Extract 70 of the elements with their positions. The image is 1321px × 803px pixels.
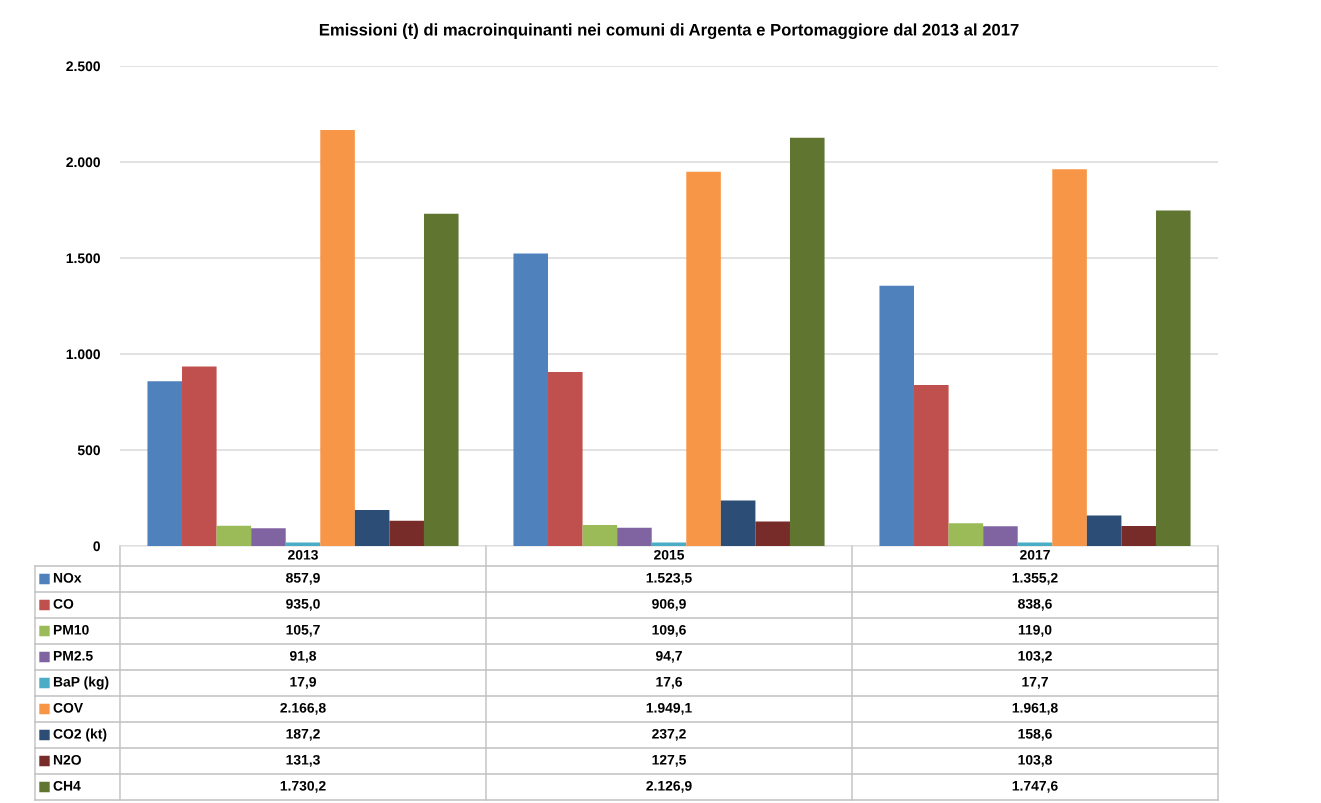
- data-label: 187,2: [286, 728, 320, 741]
- data-label: 1.747,6: [1012, 780, 1058, 793]
- data-label: 1.523,5: [646, 572, 692, 585]
- bar: [789, 137, 825, 546]
- bar: [1086, 515, 1122, 546]
- y-tick-label: 1.000: [66, 349, 100, 360]
- data-label: 109,6: [652, 624, 686, 637]
- legend-label: COV: [53, 702, 83, 713]
- data-label: 1.961,8: [1012, 702, 1058, 715]
- bar: [1052, 169, 1087, 546]
- bar: [983, 526, 1018, 546]
- bar: [548, 371, 583, 546]
- data-label: 906,9: [652, 598, 686, 611]
- y-tick-label: 2.500: [66, 61, 100, 72]
- y-tick-label: 1.500: [66, 253, 100, 264]
- legend-label: NOx: [53, 572, 82, 583]
- bar: [513, 253, 549, 546]
- bar: [686, 171, 721, 546]
- data-label: 838,6: [1018, 598, 1052, 611]
- data-label: 2.166,8: [280, 702, 326, 715]
- data-label: 91,8: [289, 650, 317, 663]
- chart-title: Emissioni (t) di macroinquinanti nei comuni di Argenta e Portomaggiore dal 2013 al 2017: [319, 23, 1019, 39]
- y-tick-label: 0: [93, 541, 100, 552]
- data-label: 94,7: [655, 650, 682, 663]
- legend-label: CH4: [53, 780, 81, 791]
- data-label: 1.355,2: [1012, 572, 1058, 585]
- data-label: 131,3: [286, 754, 320, 767]
- bar: [216, 525, 252, 546]
- bar: [755, 521, 790, 546]
- data-label: 2.126,9: [646, 780, 692, 793]
- data-label: 119,0: [1018, 624, 1052, 637]
- y-tick-label: 500: [77, 445, 100, 456]
- bar: [423, 213, 459, 546]
- bar: [251, 528, 286, 546]
- data-label: 103,2: [1018, 650, 1052, 663]
- bar: [147, 381, 183, 546]
- bar: [1155, 210, 1191, 546]
- bar: [914, 384, 949, 546]
- data-label: 158,6: [1018, 728, 1052, 741]
- bar: [582, 524, 618, 546]
- data-label: 857,9: [286, 572, 320, 585]
- data-label: 1.949,1: [646, 702, 692, 715]
- data-label: 103,8: [1018, 754, 1052, 767]
- legend-label: CO2 (kt): [53, 728, 107, 742]
- data-label: 127,5: [652, 754, 686, 767]
- bar: [182, 366, 217, 546]
- y-tick-label: 2.000: [66, 157, 100, 168]
- bar: [354, 510, 390, 546]
- legend-label: N2O: [53, 754, 81, 765]
- data-label: 105,7: [286, 624, 320, 637]
- legend-label: CO: [53, 598, 74, 609]
- bar: [1121, 526, 1156, 546]
- data-label: 17,7: [1022, 677, 1048, 689]
- data-label: 17,6: [656, 676, 683, 689]
- x-tick-label: 2013: [288, 549, 318, 560]
- data-label: 17,9: [290, 676, 316, 689]
- data-label: 935,0: [286, 598, 320, 611]
- bar: [617, 527, 652, 546]
- bar: [720, 500, 756, 546]
- bar: [320, 129, 355, 546]
- legend-label: PM2.5: [53, 650, 93, 661]
- bar: [879, 285, 915, 546]
- x-tick-label: 2015: [654, 549, 685, 560]
- x-tick-label: 2017: [1020, 549, 1050, 560]
- data-label: 237,2: [652, 728, 686, 741]
- bar: [389, 520, 424, 546]
- legend-label: BaP (kg): [53, 676, 109, 690]
- legend-label: PM10: [53, 624, 89, 635]
- bar: [948, 523, 984, 546]
- data-label: 1.730,2: [280, 780, 326, 793]
